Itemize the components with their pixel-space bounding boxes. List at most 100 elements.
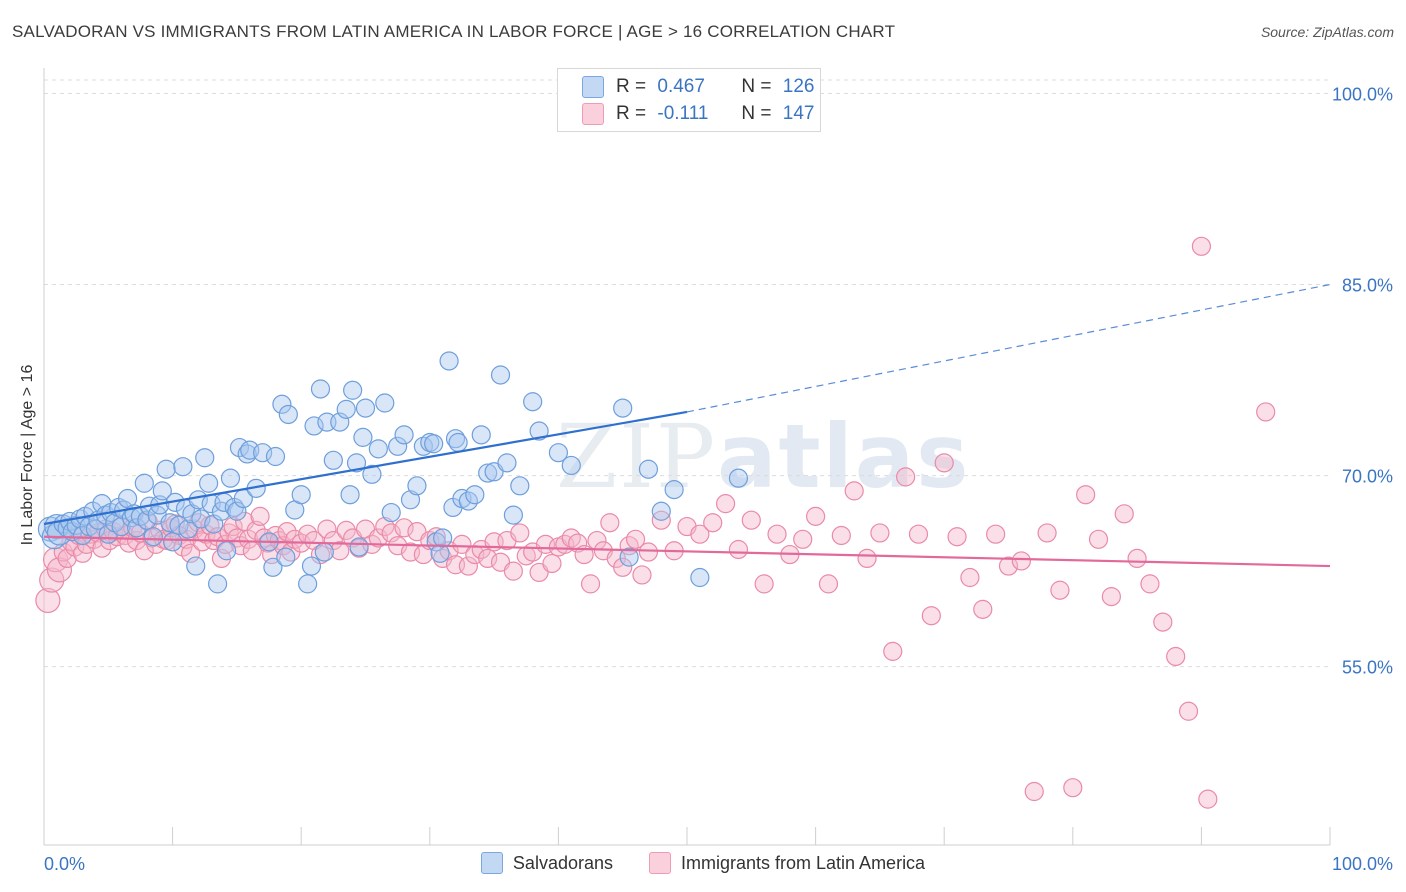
- legend-row-salvadorans: R = 0.467 N = 126: [582, 75, 814, 99]
- salvadoran-point: [465, 485, 485, 505]
- immigrant-point: [973, 599, 993, 619]
- salvadoran-point: [340, 485, 360, 505]
- chart-source: Source: ZipAtlas.com: [1260, 24, 1394, 40]
- legend-swatch-immigrants: [582, 103, 604, 125]
- salvadoran-point: [471, 425, 491, 445]
- salvadoran-point: [301, 556, 322, 576]
- salvadoran-point: [523, 392, 543, 412]
- salvadoran-point: [448, 432, 468, 453]
- immigrant-point: [1256, 402, 1276, 422]
- immigrant-point: [330, 541, 350, 561]
- immigrant-point: [1114, 504, 1134, 524]
- legend-r-value: 0.467: [657, 76, 705, 97]
- salvadoran-point: [163, 532, 183, 552]
- immigrant-point: [368, 528, 388, 548]
- salvadoran-point: [173, 457, 193, 477]
- salvadoran-point: [619, 547, 639, 567]
- immigrant-point: [883, 641, 903, 661]
- watermark-atlas: atlas: [717, 405, 971, 508]
- immigrant-point: [1198, 789, 1218, 809]
- legend-row-immigrants: R = -0.111 N = 147: [582, 102, 814, 126]
- salvadoran-point: [478, 463, 498, 483]
- immigrant-point: [960, 567, 980, 588]
- series-legend-salvadorans: Salvadorans: [480, 852, 613, 874]
- salvadoran-point: [381, 502, 401, 523]
- immigrant-point: [947, 527, 967, 547]
- immigrant-point: [46, 557, 73, 583]
- salvadoran-point: [510, 476, 530, 496]
- salvadoran-point: [439, 351, 459, 371]
- salvadoran-trendline: [43, 410, 688, 526]
- salvadoran-point: [156, 459, 176, 479]
- salvadoran-point: [336, 399, 356, 419]
- chart-title: SALVADORAN VS IMMIGRANTS FROM LATIN AMER…: [12, 22, 896, 41]
- immigrant-point: [844, 481, 864, 501]
- immigrant-trendline: [43, 535, 1331, 568]
- x-tick-label: 100.0%: [1332, 854, 1393, 874]
- immigrant-point: [690, 524, 710, 544]
- immigrant-point: [1037, 523, 1057, 543]
- salvadoran-point: [638, 459, 659, 479]
- immigrant-point: [503, 561, 523, 581]
- immigrant-point: [1024, 781, 1044, 802]
- immigrant-point: [632, 565, 652, 585]
- salvadoran-point: [529, 421, 549, 441]
- legend-n-label: N =: [741, 76, 777, 97]
- salvadoran-point: [208, 574, 228, 594]
- immigrant-point: [703, 513, 723, 533]
- immigrant-point: [908, 524, 929, 544]
- salvadoran-point: [497, 453, 517, 473]
- immigrant-point: [741, 510, 761, 530]
- salvadoran-point: [126, 518, 147, 538]
- immigrant-point: [1050, 580, 1070, 600]
- immigrant-point: [921, 606, 941, 626]
- salvadoran-point: [407, 476, 427, 496]
- immigrant-point: [1191, 236, 1212, 256]
- immigrant-point: [1011, 551, 1031, 571]
- immigrant-point: [793, 529, 813, 549]
- series-name-immigrants: Immigrants from Latin America: [681, 852, 926, 873]
- salvadoran-point: [152, 481, 172, 501]
- immigrant-point: [277, 522, 297, 542]
- x-tick-label: 0.0%: [44, 854, 85, 874]
- salvadoran-point: [220, 468, 241, 488]
- y-tick-label: 70.0%: [1342, 467, 1393, 487]
- salvadoran-point: [430, 543, 450, 563]
- watermark-zip: ZIP: [556, 405, 718, 508]
- salvadoran-point: [276, 547, 296, 567]
- legend-r-label: R =: [616, 76, 652, 97]
- salvadoran-point: [394, 425, 414, 445]
- legend-n-label: N =: [741, 103, 777, 124]
- salvadoran-point: [664, 480, 684, 500]
- immigrant-point: [181, 543, 201, 563]
- immigrant-point: [613, 557, 633, 577]
- y-axis-label: In Labor Force | Age > 16: [19, 364, 36, 546]
- salvadoran-point: [424, 434, 444, 454]
- salvadoran-point: [143, 527, 163, 547]
- salvadoran-point: [178, 519, 198, 539]
- immigrant-point: [638, 542, 659, 562]
- immigrant-point: [1063, 778, 1083, 798]
- salvadoran-point: [253, 443, 273, 463]
- salvadoran-point: [561, 455, 581, 476]
- correlation-legend: R = 0.467 N = 126 R = -0.111 N = 147: [557, 68, 821, 132]
- salvadoran-point: [613, 398, 633, 418]
- salvadoran-point: [690, 567, 710, 588]
- salvadoran-point: [195, 448, 215, 468]
- salvadoran-point: [265, 446, 286, 467]
- legend-n-value: 147: [782, 103, 815, 124]
- salvadoran-point: [186, 556, 206, 576]
- salvadoran-point: [433, 528, 453, 548]
- immigrant-point: [1101, 587, 1121, 607]
- immigrant-point: [986, 524, 1006, 544]
- immigrant-point: [394, 518, 414, 538]
- immigrant-point: [1178, 701, 1199, 721]
- immigrant-point: [1140, 574, 1160, 594]
- immigrant-point: [510, 523, 530, 543]
- salvadoran-point: [388, 436, 408, 456]
- salvadoran-point: [349, 537, 369, 557]
- legend-n-value: 126: [782, 76, 815, 97]
- immigrant-point: [600, 513, 620, 533]
- salvadoran-point: [548, 443, 569, 463]
- salvadoran-point: [503, 505, 523, 525]
